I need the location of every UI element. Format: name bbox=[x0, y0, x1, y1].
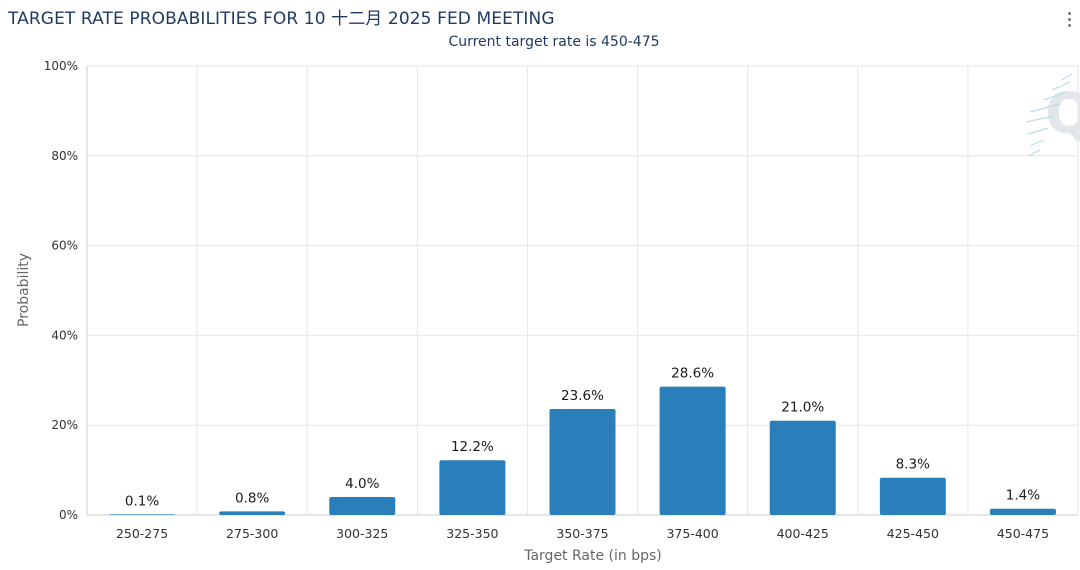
data-label: 23.6% bbox=[561, 388, 604, 404]
x-tick-label: 350-375 bbox=[556, 526, 608, 541]
data-label: 28.6% bbox=[671, 366, 714, 382]
bars bbox=[109, 386, 1056, 515]
y-tick-label: 20% bbox=[51, 418, 78, 432]
x-axis-ticks: 250-275 275-300 300-325 325-350 350-375 375-4… bbox=[116, 526, 1049, 541]
x-tick-label: 450-475 bbox=[997, 526, 1049, 541]
y-tick-label: 0% bbox=[59, 508, 78, 522]
bar[interactable] bbox=[659, 386, 726, 515]
x-tick-label: 325-350 bbox=[446, 526, 498, 541]
bar[interactable] bbox=[769, 420, 836, 515]
bar[interactable] bbox=[329, 497, 396, 515]
x-tick-label: 275-300 bbox=[226, 526, 278, 541]
y-tick-label: 80% bbox=[51, 149, 78, 163]
data-label: 1.4% bbox=[1006, 488, 1040, 504]
data-label: 8.3% bbox=[896, 457, 930, 473]
bar[interactable] bbox=[219, 511, 286, 515]
y-tick-label: 60% bbox=[51, 239, 78, 253]
y-tick-label: 100% bbox=[44, 59, 78, 73]
y-axis-title: Probability bbox=[16, 253, 32, 327]
data-label: 4.0% bbox=[345, 476, 379, 492]
svg-text:Q: Q bbox=[1045, 82, 1080, 147]
data-label: 21.0% bbox=[781, 400, 824, 416]
x-tick-label: 375-400 bbox=[666, 526, 718, 541]
bar[interactable] bbox=[879, 477, 946, 515]
bar[interactable] bbox=[439, 460, 506, 515]
x-tick-label: 300-325 bbox=[336, 526, 388, 541]
quikstrike-watermark-icon: Q bbox=[1025, 73, 1080, 157]
bar[interactable] bbox=[989, 508, 1056, 515]
x-tick-label: 400-425 bbox=[777, 526, 829, 541]
x-tick-label: 250-275 bbox=[116, 526, 168, 541]
data-labels: 0.1% 0.8% 4.0% 12.2% 23.6% 28.6% 21.0% 8.3% 1.4% bbox=[125, 366, 1040, 510]
x-tick-label: 425-450 bbox=[887, 526, 939, 541]
y-axis-ticks: 0% 20% 40% 60% 80% 100% bbox=[44, 59, 78, 522]
bar[interactable] bbox=[109, 514, 176, 515]
x-axis-title: Target Rate (in bps) bbox=[523, 548, 662, 564]
data-label: 12.2% bbox=[451, 439, 494, 455]
more-vertical-icon[interactable] bbox=[1068, 12, 1072, 28]
chart-title: TARGET RATE PROBABILITIES FOR 10 十二月 202… bbox=[8, 9, 555, 29]
data-label: 0.1% bbox=[125, 493, 159, 509]
data-label: 0.8% bbox=[235, 490, 269, 506]
chart-subtitle: Current target rate is 450-475 bbox=[448, 34, 660, 50]
bar[interactable] bbox=[549, 409, 616, 515]
y-tick-label: 40% bbox=[51, 328, 78, 342]
